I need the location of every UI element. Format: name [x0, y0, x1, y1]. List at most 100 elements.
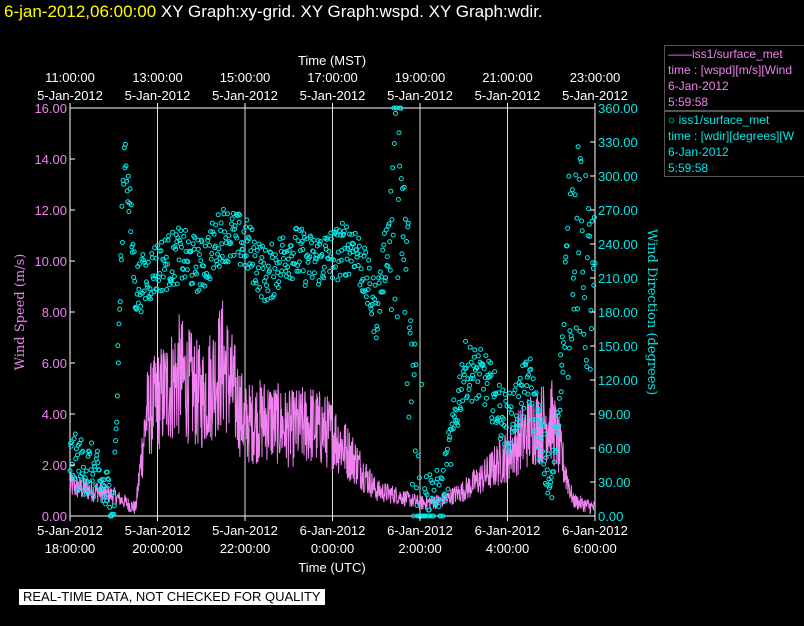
wind-direction-point — [495, 418, 501, 424]
legend-wspd-line1: ——iss1/surface_met — [668, 47, 783, 61]
wind-direction-point — [162, 237, 168, 243]
wind-direction-point — [443, 498, 449, 504]
wind-direction-point — [253, 280, 259, 286]
wind-direction-point — [520, 414, 526, 420]
wind-direction-point — [236, 211, 242, 217]
wind-direction-point — [478, 346, 484, 352]
wind-direction-point — [169, 277, 174, 283]
wind-direction-point — [503, 424, 509, 430]
wind-direction-point — [328, 236, 334, 242]
wind-direction-point — [545, 451, 551, 457]
wind-direction-point — [403, 266, 409, 272]
wind-direction-point — [72, 431, 78, 437]
wind-direction-point — [397, 163, 403, 169]
wind-direction-point — [470, 372, 475, 378]
wind-direction-point — [363, 294, 369, 300]
wind-direction-point — [161, 258, 167, 264]
wind-direction-point — [521, 405, 527, 411]
wind-direction-point — [395, 275, 401, 281]
wind-direction-point — [276, 279, 282, 285]
wind-direction-point — [488, 360, 494, 366]
wind-direction-point — [541, 471, 547, 477]
wind-direction-point — [265, 288, 271, 294]
wind-direction-point — [430, 513, 436, 519]
wind-direction-point — [335, 277, 341, 283]
wind-direction-point — [432, 496, 438, 502]
right-tick-label: 120.00 — [598, 373, 638, 388]
wind-direction-point — [112, 449, 118, 455]
wind-direction-point — [80, 464, 86, 470]
wind-direction-point — [178, 228, 184, 234]
wind-direction-point — [482, 402, 488, 408]
right-tick-label: 360.00 — [598, 101, 638, 116]
top-tick-time: 15:00:00 — [220, 70, 271, 85]
wind-direction-point — [261, 278, 267, 284]
wind-direction-point — [388, 307, 394, 313]
wind-direction-point — [373, 335, 379, 341]
wind-direction-point — [374, 326, 380, 332]
wind-direction-point — [517, 419, 523, 425]
wind-direction-point — [386, 223, 391, 229]
wind-direction-point — [174, 281, 180, 287]
wind-direction-point — [408, 318, 414, 324]
wind-direction-point — [490, 408, 496, 414]
wind-direction-point — [164, 261, 170, 267]
wind-direction-point — [67, 468, 73, 474]
wind-direction-point — [390, 165, 396, 171]
wind-direction-point — [497, 403, 503, 409]
wind-direction-point — [341, 228, 347, 234]
wind-direction-point — [556, 395, 562, 401]
wind-direction-point — [525, 391, 531, 397]
wind-direction-point — [253, 278, 258, 284]
wind-direction-point — [393, 110, 398, 116]
wind-direction-point — [296, 268, 302, 274]
wind-direction-point — [559, 334, 565, 340]
wind-direction-point — [467, 344, 473, 350]
wind-direction-point — [512, 428, 517, 434]
wind-direction-point — [567, 328, 573, 334]
bottom-tick-time: 18:00:00 — [45, 541, 96, 556]
wind-direction-point — [377, 308, 383, 314]
wind-direction-point — [237, 212, 243, 218]
wind-direction-point — [319, 252, 325, 257]
wind-direction-point — [153, 255, 159, 261]
wind-direction-point — [94, 448, 100, 454]
wind-direction-point — [531, 428, 537, 434]
legend-entry-wspd: ——iss1/surface_met time : [wspd][m/s][Wi… — [664, 45, 804, 111]
wind-direction-point — [219, 253, 225, 259]
wind-direction-point — [201, 263, 207, 269]
wind-direction-point — [387, 239, 393, 245]
wind-direction-point — [583, 357, 589, 363]
wind-direction-point — [376, 275, 382, 281]
top-tick-time: 17:00:00 — [307, 70, 358, 85]
wind-direction-point — [548, 474, 554, 480]
wind-direction-point — [252, 253, 258, 259]
wind-direction-point — [396, 130, 402, 136]
wind-direction-point — [391, 141, 397, 146]
wind-direction-point — [358, 266, 364, 272]
wind-direction-point — [85, 479, 90, 485]
wind-direction-point — [524, 383, 530, 389]
wind-direction-point — [263, 274, 269, 280]
wind-direction-point — [459, 362, 465, 367]
wind-direction-point — [384, 254, 390, 260]
wind-direction-point — [582, 345, 588, 350]
wind-direction-point — [506, 445, 512, 451]
top-tick-date: 5-Jan-2012 — [300, 88, 366, 103]
wind-direction-point — [183, 227, 188, 233]
wind-direction-point — [469, 398, 475, 404]
wind-direction-point — [366, 265, 372, 271]
wind-direction-point — [542, 431, 548, 437]
wind-direction-point — [455, 422, 461, 428]
wind-direction-point — [195, 246, 201, 252]
wind-direction-point — [173, 246, 179, 252]
wind-direction-point — [400, 234, 406, 240]
wind-direction-point — [549, 495, 555, 501]
wind-direction-point — [461, 372, 467, 378]
wind-direction-point — [591, 214, 597, 220]
wind-direction-point — [306, 270, 312, 276]
wind-direction-point — [159, 239, 165, 245]
wind-direction-point — [492, 369, 498, 375]
wind-direction-point — [563, 254, 569, 260]
wind-direction-point — [365, 287, 371, 293]
